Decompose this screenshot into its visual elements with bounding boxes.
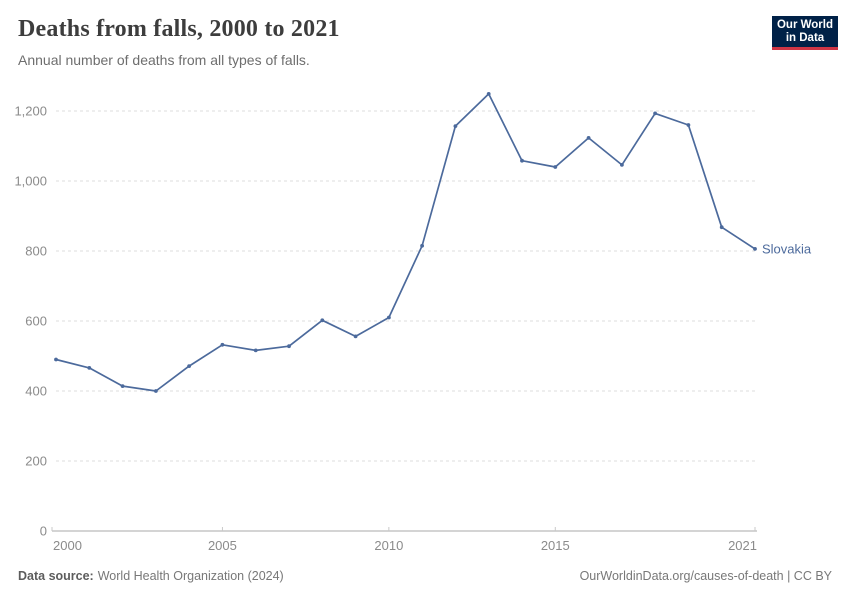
data-point [220,342,225,347]
data-point [120,384,125,388]
data-point [753,247,757,251]
x-axis-label: 2005 [208,538,237,553]
x-axis-label: 2010 [374,538,403,553]
data-point [719,225,724,230]
page-title: Deaths from falls, 2000 to 2021 [18,16,340,42]
owid-logo: Our World in Data [772,16,838,50]
x-axis-label: 2021 [728,538,757,553]
y-axis-label: 200 [25,454,47,469]
data-point [453,124,458,128]
data-point [320,318,325,323]
y-axis-label: 400 [25,384,47,399]
data-point [353,334,358,339]
footer-link[interactable]: OurWorldinData.org/causes-of-death | CC … [579,569,832,583]
data-point [154,389,158,393]
data-point [486,92,491,96]
data-point [54,357,58,362]
data-point [187,364,192,368]
data-source-value: World Health Organization (2024) [97,569,284,583]
series-line [55,93,756,392]
data-source-label: Data source: [18,569,94,583]
data-point [420,243,424,248]
data-point [653,111,657,116]
chart-header: Deaths from falls, 2000 to 2021 Annual n… [18,15,718,69]
y-axis-label: 1,000 [14,174,47,189]
data-point [620,163,624,167]
data-point [686,123,691,127]
data-point [87,366,92,370]
chart-footer: Data source: World Health Organization (2… [18,568,832,584]
data-point [287,344,291,349]
data-point [586,136,591,140]
series-label: Slovakia [762,241,812,256]
chart-subtitle: Annual number of deaths from all types o… [18,52,310,68]
logo-line-2: in Data [785,32,825,44]
y-axis-label: 600 [25,314,47,329]
x-axis-label: 2015 [541,538,570,553]
x-axis-label: 2000 [53,538,82,553]
y-axis-label: 1,200 [14,104,47,119]
data-point [387,315,391,320]
logo-line-1: Our World [776,19,833,31]
data-point [253,348,258,353]
y-axis-label: 800 [25,244,47,259]
data-source: Data source: World Health Organization (2… [18,568,284,584]
data-point [553,165,558,169]
data-point [520,158,524,163]
y-axis-label: 0 [40,524,47,539]
